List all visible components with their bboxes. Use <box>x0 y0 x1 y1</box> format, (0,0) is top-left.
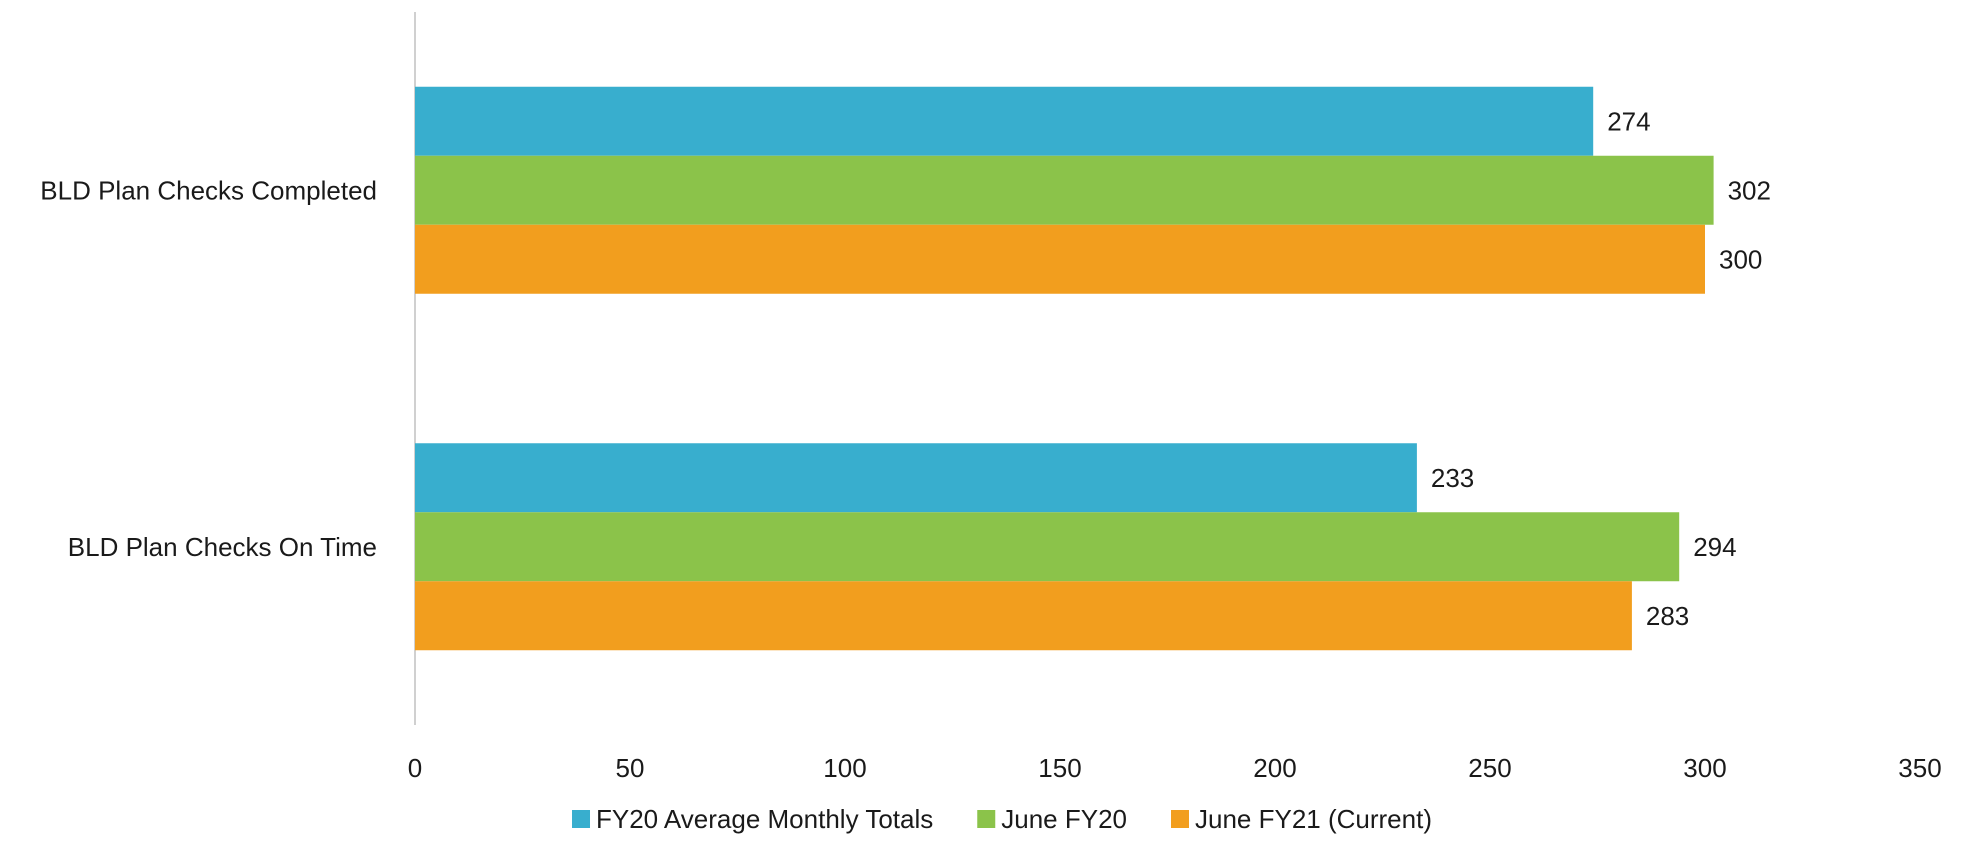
x-tick-label-200: 200 <box>1253 753 1296 783</box>
bar-fy20-average-monthly-totals-bld-plan-checks-completed <box>415 86 1594 156</box>
x-tick-label-100: 100 <box>823 753 866 783</box>
x-tick-label-0: 0 <box>408 753 422 783</box>
bar-june-fy20-bld-plan-checks-on-time <box>415 512 1680 582</box>
bar-june-fy21-current-bld-plan-checks-on-time <box>415 581 1632 651</box>
legend-swatch-june-fy20 <box>977 810 996 828</box>
bar-june-fy21-current-bld-plan-checks-completed <box>415 224 1705 294</box>
legend: FY20 Average Monthly Totals June FY20 June… <box>572 804 1432 834</box>
x-tick-label-50: 50 <box>616 753 645 783</box>
category-labels: BLD Plan Checks Completed BLD Plan Checks… <box>40 175 377 562</box>
category-label-bld-plan-checks-on-time: BLD Plan Checks On Time <box>68 532 377 562</box>
x-tick-label-150: 150 <box>1038 753 1081 783</box>
x-tick-label-350: 350 <box>1898 753 1941 783</box>
bar-fy20-average-monthly-totals-bld-plan-checks-on-time <box>415 443 1417 513</box>
legend-item-june-fy21-current: June FY21 (Current) <box>1171 804 1432 834</box>
data-label-june-fy20-bld-plan-checks-on-time: 294 <box>1693 532 1736 562</box>
data-label-june-fy21-current-bld-plan-checks-completed: 300 <box>1719 244 1762 274</box>
legend-swatch-june-fy21-current <box>1171 810 1190 828</box>
data-label-june-fy21-current-bld-plan-checks-on-time: 283 <box>1646 601 1689 631</box>
bars <box>415 86 1714 651</box>
data-label-fy20-average-monthly-totals-bld-plan-checks-completed: 274 <box>1607 106 1650 136</box>
legend-item-june-fy20: June FY20 <box>977 804 1127 834</box>
legend-label-june-fy21-current: June FY21 (Current) <box>1195 804 1432 834</box>
x-axis-tick-labels: 0 50 100 150 200 250 300 350 <box>408 753 1942 783</box>
x-tick-label-250: 250 <box>1468 753 1511 783</box>
legend-item-fy20-average-monthly-totals: FY20 Average Monthly Totals <box>572 804 933 834</box>
data-label-fy20-average-monthly-totals-bld-plan-checks-on-time: 233 <box>1431 463 1474 493</box>
legend-label-june-fy20: June FY20 <box>1001 804 1127 834</box>
category-label-bld-plan-checks-completed: BLD Plan Checks Completed <box>40 175 377 205</box>
bar-june-fy20-bld-plan-checks-completed <box>415 155 1714 225</box>
data-label-june-fy20-bld-plan-checks-completed: 302 <box>1728 175 1771 205</box>
legend-label-fy20-average-monthly-totals: FY20 Average Monthly Totals <box>596 804 933 834</box>
legend-swatch-fy20-average-monthly-totals <box>572 810 591 828</box>
data-labels: 274 302 300 233 294 283 <box>1431 106 1771 631</box>
x-tick-label-300: 300 <box>1683 753 1726 783</box>
